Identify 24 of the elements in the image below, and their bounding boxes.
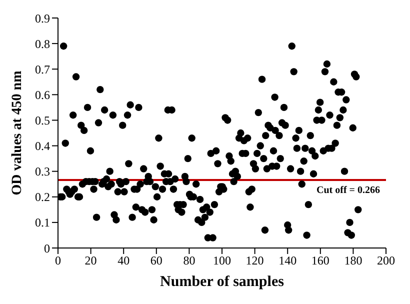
ref-line-label: Cut off = 0.266 <box>316 185 380 196</box>
y-tick-label: 0 <box>44 241 50 256</box>
y-axis-title: OD values at 450 nm <box>10 70 25 196</box>
x-tick-label: 160 <box>311 254 330 268</box>
x-tick-label: 100 <box>213 254 231 268</box>
x-tick-label: 80 <box>183 254 196 268</box>
y-tick-label: 0.9 <box>35 11 50 26</box>
x-tick-label: 140 <box>278 254 297 268</box>
x-tick-label: 180 <box>344 254 362 268</box>
y-tick-label: 0.2 <box>35 190 50 204</box>
x-tick-label: 0 <box>55 254 61 268</box>
y-tick-label: 0.5 <box>35 113 50 128</box>
y-tick-label: 0.8 <box>35 36 50 51</box>
x-tick-label: 200 <box>377 254 395 268</box>
y-tick-label: 0.3 <box>35 164 50 179</box>
y-tick-label: 0.1 <box>35 216 50 230</box>
x-axis-title: Number of samples <box>160 274 284 290</box>
x-tick-label: 20 <box>84 254 97 268</box>
y-tick-label: 0.4 <box>35 139 50 154</box>
x-tick-label: 60 <box>150 254 162 268</box>
y-tick-label: 0.7 <box>35 62 50 76</box>
x-tick-label: 120 <box>246 254 264 268</box>
y-tick-label: 0.6 <box>35 88 50 102</box>
x-tick-label: 40 <box>118 254 130 268</box>
